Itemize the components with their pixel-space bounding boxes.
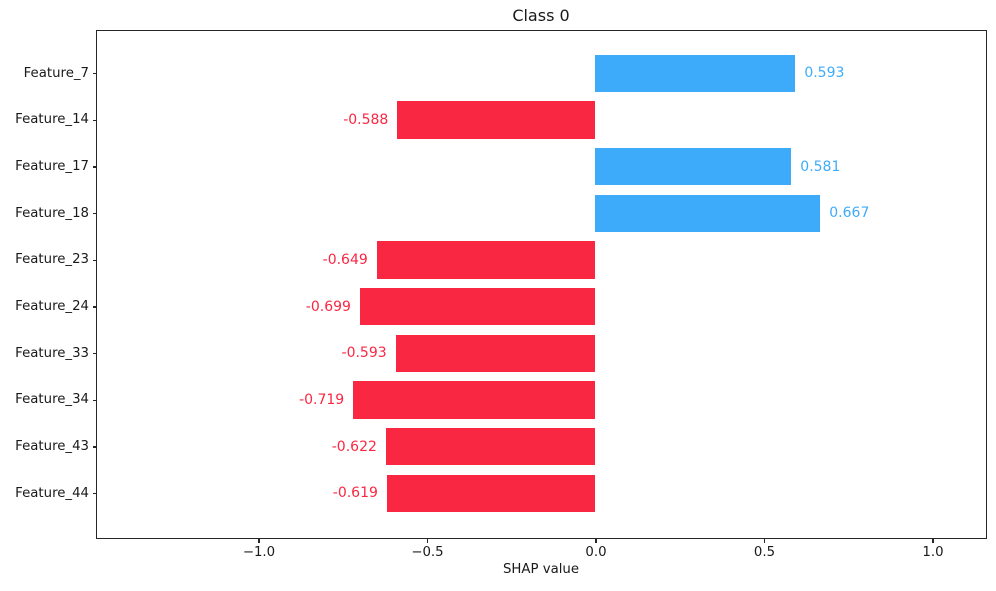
bar-feature_33 xyxy=(395,334,596,372)
plot-area: 0.593 -0.588 0.581 0.667 -0.649 -0.699 -0.593 -… xyxy=(95,29,987,539)
bar-value-label: -0.619 xyxy=(332,485,378,502)
y-tick-label-feature_34: Feature_34 xyxy=(15,392,89,408)
bar-feature_34 xyxy=(353,381,596,419)
bar-feature_44 xyxy=(386,474,596,512)
x-axis-tick xyxy=(426,538,429,543)
bar-feature_23 xyxy=(376,241,596,279)
y-axis-tick xyxy=(92,119,97,122)
x-tick-label: 1.0 xyxy=(922,545,944,560)
bar-value-label: -0.622 xyxy=(331,438,377,455)
bar-value-label: -0.699 xyxy=(305,298,351,315)
x-axis-tick xyxy=(595,538,597,543)
x-axis-tick xyxy=(258,538,260,543)
bar-value-label: -0.588 xyxy=(343,111,389,128)
y-axis-tick xyxy=(92,166,97,168)
bar-value-label: 0.593 xyxy=(804,65,845,82)
y-axis-tick xyxy=(92,306,97,308)
x-tick-label: −1.0 xyxy=(242,545,276,560)
y-tick-label-feature_18: Feature_18 xyxy=(15,205,89,221)
bar-feature_18 xyxy=(595,194,821,232)
chart-title: Class 0 xyxy=(512,6,570,25)
bar-value-label: -0.649 xyxy=(322,251,368,268)
x-tick-label: 0.0 xyxy=(585,545,607,560)
y-axis-tick xyxy=(92,352,97,355)
y-tick-label-feature_14: Feature_14 xyxy=(15,112,89,128)
y-tick-label-feature_43: Feature_43 xyxy=(15,439,89,455)
x-axis-tick xyxy=(932,538,934,543)
y-axis-tick xyxy=(92,446,97,448)
bar-value-label: -0.719 xyxy=(299,391,345,408)
bar-feature_7 xyxy=(595,54,796,92)
bar-feature_14 xyxy=(397,101,596,139)
y-axis-tick xyxy=(92,72,97,75)
y-axis-tick xyxy=(92,259,97,262)
y-tick-label-feature_7: Feature_7 xyxy=(23,65,89,81)
y-axis-tick xyxy=(92,212,97,215)
y-tick-label-feature_23: Feature_23 xyxy=(15,252,89,268)
bar-feature_24 xyxy=(359,287,596,326)
y-tick-label-feature_24: Feature_24 xyxy=(15,299,89,315)
x-tick-label: 0.5 xyxy=(753,545,776,560)
y-tick-label-feature_33: Feature_33 xyxy=(15,345,89,361)
x-tick-label: −0.5 xyxy=(411,545,444,560)
y-tick-label-feature_17: Feature_17 xyxy=(15,159,89,175)
y-axis-tick xyxy=(92,492,97,495)
bar-feature_17 xyxy=(595,147,792,186)
y-axis-tick xyxy=(92,399,97,402)
bar-feature_43 xyxy=(385,427,596,466)
bar-value-label: 0.581 xyxy=(800,158,841,175)
y-tick-label-feature_44: Feature_44 xyxy=(15,485,89,501)
bar-value-label: 0.667 xyxy=(829,205,870,222)
bar-value-label: -0.593 xyxy=(341,345,387,362)
x-axis-label: SHAP value xyxy=(502,562,580,577)
x-axis-tick xyxy=(763,538,766,543)
